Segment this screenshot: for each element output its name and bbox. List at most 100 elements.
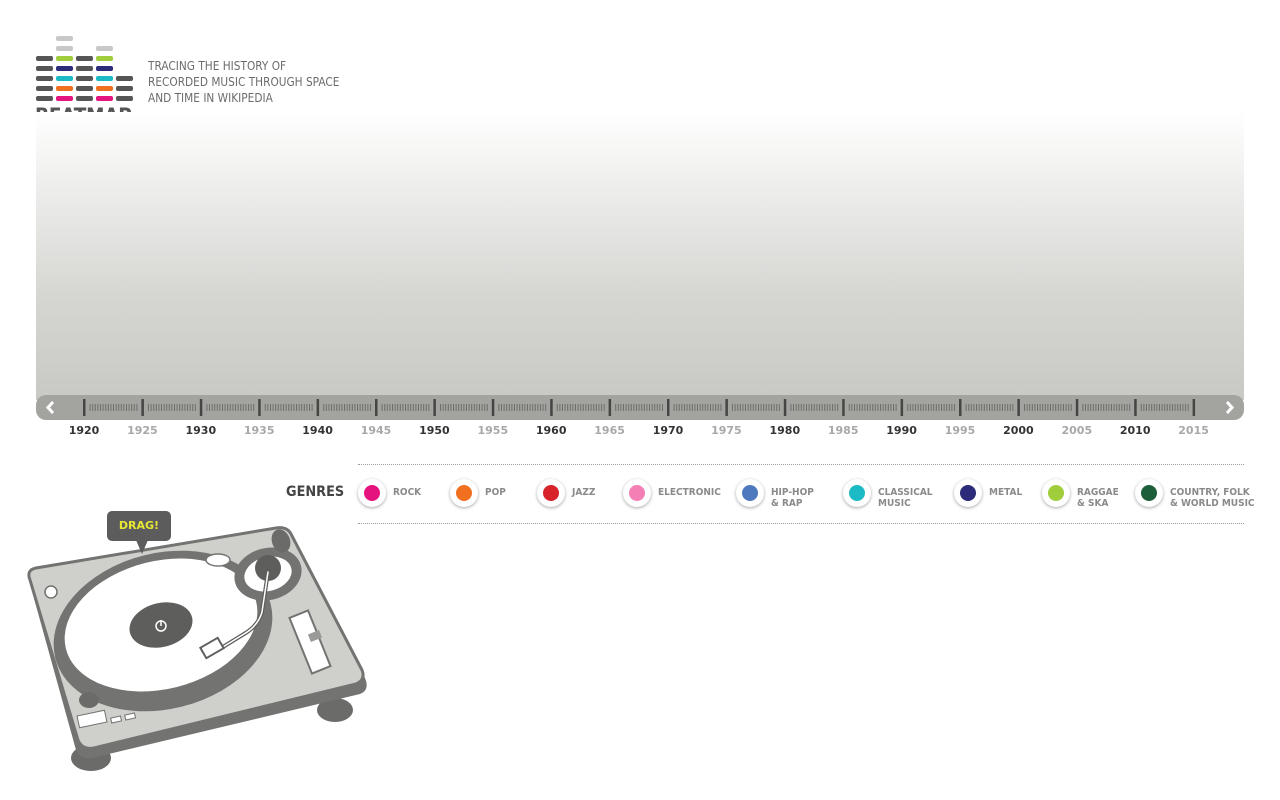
timeline-year-label[interactable]: 1960	[535, 424, 567, 437]
timeline-minor-tick	[917, 404, 919, 411]
turntable-drag-control[interactable]	[22, 508, 372, 776]
timeline-year-label[interactable]: 2010	[1119, 424, 1151, 437]
timeline-year-label[interactable]: 1955	[477, 424, 509, 437]
genre-color-dot[interactable]	[1135, 479, 1163, 507]
timeline-minor-tick	[519, 404, 521, 411]
timeline-minor-tick	[1034, 404, 1036, 411]
timeline-minor-tick	[367, 404, 369, 411]
timeline-year-label[interactable]: 1920	[68, 424, 100, 437]
timeline-minor-tick	[646, 404, 648, 411]
genre-color-dot[interactable]	[623, 479, 651, 507]
timeline-bar[interactable]	[36, 395, 1244, 420]
drag-hint-badge[interactable]: DRAG!	[107, 511, 171, 554]
timeline-minor-tick	[364, 404, 366, 411]
timeline-year-label[interactable]: 1965	[594, 424, 625, 437]
timeline-minor-tick	[346, 404, 348, 411]
genre-label-line: MUSIC	[878, 498, 911, 509]
timeline-minor-tick	[734, 404, 736, 411]
timeline-minor-tick	[922, 404, 924, 411]
timeline-minor-tick	[412, 404, 414, 411]
genre-label: CLASSICAL MUSIC	[878, 487, 933, 509]
timeline-major-tick	[1075, 399, 1079, 416]
genre-color-dot[interactable]	[358, 479, 386, 507]
timeline-minor-tick	[659, 404, 661, 411]
timeline-minor-tick	[468, 404, 470, 411]
timeline-minor-tick	[237, 404, 239, 411]
timeline-minor-tick	[328, 404, 330, 411]
timeline-year-label[interactable]: 1930	[185, 424, 217, 437]
timeline-minor-tick	[752, 404, 754, 411]
timeline-year-label[interactable]: 1945	[360, 424, 392, 437]
timeline-year-label[interactable]: 1950	[419, 424, 450, 437]
logo-bar	[96, 56, 113, 61]
timeline-minor-tick	[991, 404, 993, 411]
timeline-year-label[interactable]: 1970	[652, 424, 684, 437]
timeline-minor-tick	[806, 404, 807, 411]
timeline-minor-tick	[92, 404, 94, 411]
genre-color-dot[interactable]	[450, 479, 478, 507]
timeline-minor-tick	[1087, 404, 1089, 411]
timeline-minor-tick	[1172, 404, 1173, 411]
timeline-minor-tick	[1063, 404, 1064, 411]
timeline-minor-tick	[638, 404, 640, 411]
timeline-year-label[interactable]: 2015	[1178, 424, 1209, 437]
logo-bar	[56, 36, 73, 41]
tagline-line: TRACING THE HISTORY OF	[148, 59, 287, 73]
genre-label: METAL	[989, 487, 1022, 498]
timeline-minor-tick	[349, 404, 351, 411]
genre-color-dot[interactable]	[537, 479, 565, 507]
timeline-minor-tick	[800, 404, 802, 411]
timeline-minor-tick	[115, 404, 117, 411]
timeline-year-label[interactable]: 1935	[243, 424, 275, 437]
timeline-minor-tick	[965, 404, 967, 411]
timeline-year-label[interactable]: 1995	[944, 424, 976, 437]
timeline-minor-tick	[194, 404, 196, 411]
map-canvas[interactable]	[36, 112, 1244, 400]
genre-color-dot[interactable]	[954, 479, 982, 507]
genre-color-swatch	[629, 485, 645, 501]
timeline-minor-tick	[798, 404, 800, 411]
timeline-minor-tick	[588, 404, 589, 411]
timeline-minor-tick	[272, 404, 274, 411]
timeline-minor-tick	[970, 404, 972, 411]
timeline-minor-tick	[150, 404, 152, 411]
timeline-minor-tick	[678, 404, 680, 411]
timeline-year-label[interactable]: 1975	[711, 424, 742, 437]
genre-color-dot[interactable]	[736, 479, 764, 507]
timeline-minor-tick	[625, 404, 627, 411]
timeline-minor-tick	[951, 404, 953, 411]
timeline-minor-tick	[534, 404, 536, 411]
timeline-year-label[interactable]: 1940	[302, 424, 333, 437]
genre-label-line: ROCK	[393, 487, 422, 498]
timeline-minor-tick	[559, 404, 561, 411]
timeline-minor-tick	[869, 404, 871, 411]
timeline-minor-tick	[793, 404, 794, 411]
timeline-year-label[interactable]: 1985	[827, 424, 859, 437]
timeline-minor-tick	[1105, 404, 1107, 411]
timeline-year-label[interactable]: 1990	[886, 424, 917, 437]
timeline-year-label[interactable]: 1980	[769, 424, 801, 437]
timeline-minor-tick	[270, 404, 271, 411]
timeline-year-label[interactable]: 2000	[1003, 424, 1034, 437]
genre-color-dot[interactable]	[843, 479, 871, 507]
timeline-minor-tick	[1095, 404, 1097, 411]
timeline-minor-tick	[338, 404, 340, 411]
timeline-minor-tick	[1108, 404, 1110, 411]
timeline-minor-tick	[381, 404, 383, 411]
timeline-next-button[interactable]	[1214, 395, 1244, 420]
timeline-minor-tick	[1060, 404, 1062, 411]
timeline-minor-tick	[214, 404, 216, 411]
timeline-minor-tick	[585, 404, 587, 411]
timeline-minor-tick	[813, 404, 815, 411]
timeline-minor-tick	[529, 404, 531, 411]
genre-color-dot[interactable]	[1042, 479, 1070, 507]
timeline-year-label[interactable]: 2005	[1061, 424, 1093, 437]
timeline-prev-button[interactable]	[36, 395, 66, 420]
timeline-minor-tick	[1177, 404, 1179, 411]
timeline-minor-tick	[829, 404, 831, 411]
timeline-year-label[interactable]: 1925	[127, 424, 158, 437]
timeline-minor-tick	[834, 404, 836, 411]
logo-bar	[96, 46, 113, 51]
timeline-minor-tick	[181, 404, 183, 411]
timeline-minor-tick	[1004, 404, 1006, 411]
